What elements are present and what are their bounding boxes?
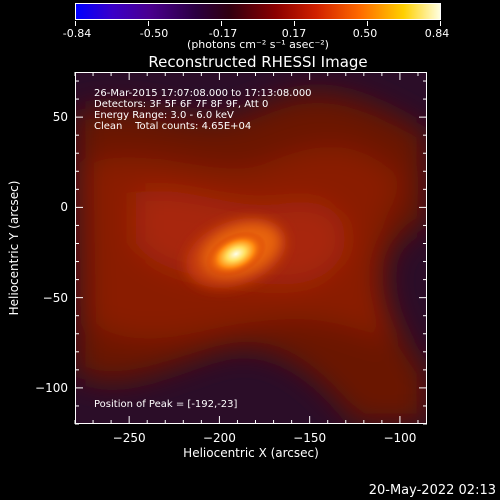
colorbar-tick [148, 21, 149, 26]
colorbar-tick-label: 0.84 [424, 27, 450, 40]
colorbar-tick-label: -0.17 [208, 27, 238, 40]
heatmap-image [76, 93, 426, 423]
y-tick-label: −50 [42, 290, 68, 305]
colorbar-tick-label: 0.17 [281, 27, 307, 40]
colorbar-tick [294, 21, 295, 26]
timestamp: 20-May-2022 02:13 [368, 483, 496, 498]
annotation-detectors: Detectors: 3F 5F 6F 7F 8F 9F, Att 0 [94, 99, 269, 110]
x-tick-label: −100 [383, 431, 417, 445]
colorbar-tick [440, 21, 441, 26]
colorbar-tick [367, 21, 368, 26]
colorbar-gradient [75, 3, 441, 20]
annotation-energy-range: Energy Range: 3.0 - 6.0 keV [94, 110, 234, 121]
x-tick-label: −200 [202, 431, 236, 445]
annotation-clean-counts: Clean Total counts: 4.65E+04 [94, 121, 252, 132]
y-axis-label: Heliocentric Y (arcsec) [7, 180, 21, 316]
colorbar: -0.84 -0.50 -0.17 0.17 0.50 0.84 [63, 3, 449, 40]
chart-title: Reconstructed RHESSI Image [148, 53, 368, 71]
x-tick-label: −150 [293, 431, 327, 445]
x-axis-label: Heliocentric X (arcsec) [183, 446, 319, 460]
x-tick-label: −250 [112, 431, 146, 445]
annotation-time-range: 26-Mar-2015 17:07:08.000 to 17:13:08.000 [94, 88, 312, 99]
colorbar-tick [75, 21, 76, 26]
colorbar-units: (photons cm⁻² s⁻¹ asec⁻²) [187, 38, 329, 51]
colorbar-tick-label: -0.84 [62, 27, 92, 40]
annotation-peak-position: Position of Peak = [-192,-23] [94, 399, 238, 410]
plot-area: 26-Mar-2015 17:07:08.000 to 17:13:08.000… [75, 72, 427, 424]
y-tick-label: −100 [35, 380, 68, 395]
y-tick-label: 0 [60, 200, 68, 215]
colorbar-tick-label: 0.50 [352, 27, 378, 40]
colorbar-tick-label: -0.50 [139, 27, 169, 40]
colorbar-tick [221, 21, 222, 26]
y-tick-label: 50 [52, 110, 68, 125]
